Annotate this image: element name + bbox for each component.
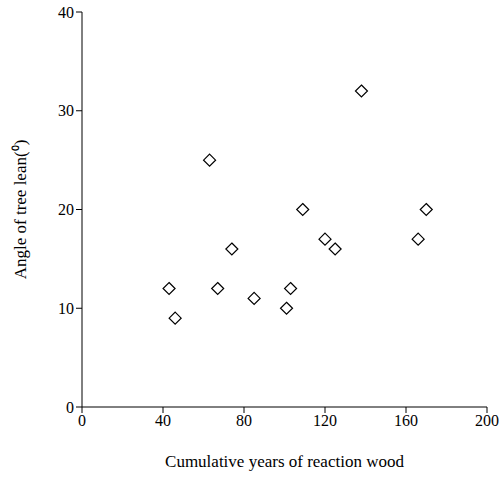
svg-text:Angle of tree lean(⁰): Angle of tree lean(⁰) [11, 140, 30, 280]
svg-text:200: 200 [475, 412, 491, 429]
svg-text:40: 40 [155, 412, 171, 429]
svg-text:20: 20 [58, 201, 74, 218]
svg-text:30: 30 [58, 102, 74, 119]
svg-text:80: 80 [236, 412, 252, 429]
svg-text:0: 0 [66, 399, 74, 416]
svg-text:0: 0 [78, 412, 86, 429]
svg-text:120: 120 [313, 412, 337, 429]
svg-text:Cumulative years of reaction w: Cumulative years of reaction wood [165, 452, 404, 471]
svg-text:10: 10 [58, 300, 74, 317]
svg-text:160: 160 [394, 412, 418, 429]
svg-text:40: 40 [58, 4, 74, 21]
